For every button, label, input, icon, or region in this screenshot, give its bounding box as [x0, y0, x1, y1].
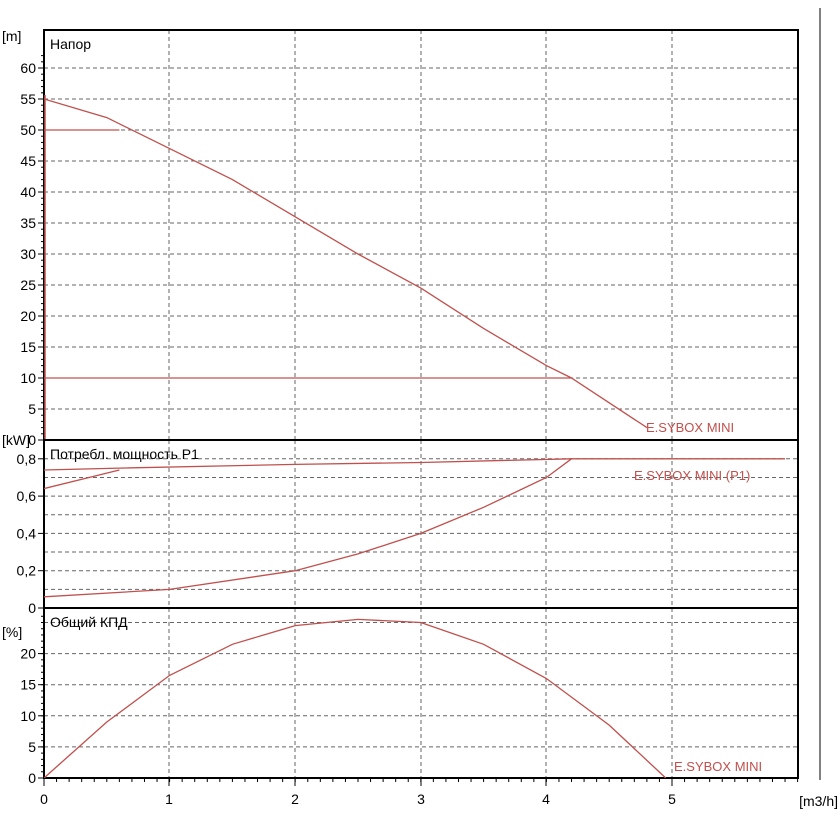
y-tick-label: 45	[20, 153, 36, 169]
series-label: E.SYBOX MINI (P1)	[634, 468, 750, 483]
y-unit-label: [m]	[2, 28, 21, 44]
y-tick-label: 60	[20, 60, 36, 76]
panel-1: 0 0,2 0,4 0,6 0,8 [kW] Потребл. мощность P1 E.S…	[2, 432, 799, 616]
y-tick-label: 0,8	[17, 451, 37, 467]
y-tick-label: 0	[28, 770, 36, 786]
y-tick-label: 35	[20, 215, 36, 231]
y-tick-label: 10	[20, 708, 36, 724]
y-tick-label: 5	[28, 401, 36, 417]
series-label: E.SYBOX MINI	[674, 759, 762, 774]
y-tick-label: 5	[28, 739, 36, 755]
y-tick-label: 30	[20, 246, 36, 262]
y-unit-label: [kW]	[2, 432, 30, 448]
y-tick-label: 0,2	[17, 563, 37, 579]
panel-0: 0 5 10 15 20 25 30 35 40 45 50 55 60 [m] Напор E.SYBOX …	[2, 28, 799, 448]
x-axis-unit: [m3/h]	[799, 793, 838, 809]
series-line	[44, 98, 648, 429]
panel-title: Потребл. мощность P1	[50, 446, 199, 462]
x-tick-label: 4	[542, 791, 550, 807]
x-tick-label: 0	[40, 791, 48, 807]
x-tick-label: 2	[291, 791, 299, 807]
y-tick-label: 20	[20, 308, 36, 324]
x-tick-label: 3	[417, 791, 425, 807]
y-tick-label: 40	[20, 184, 36, 200]
y-tick-label: 50	[20, 122, 36, 138]
x-tick-label: 1	[165, 791, 173, 807]
y-tick-label: 15	[20, 339, 36, 355]
y-tick-label: 20	[20, 646, 36, 662]
series-line	[44, 458, 572, 598]
panel-2: 0 5 10 15 20 [%] Общий КПД E.SYBOX MINI	[2, 607, 799, 786]
series-line	[44, 469, 120, 490]
y-unit-label: [%]	[2, 624, 22, 640]
panel-title: Напор	[50, 36, 91, 52]
y-tick-label: 0	[28, 600, 36, 616]
y-tick-label: 0	[28, 432, 36, 448]
series-label: E.SYBOX MINI	[646, 420, 734, 435]
series-line	[44, 458, 785, 471]
y-tick-label: 15	[20, 677, 36, 693]
series-line	[44, 618, 667, 778]
y-tick-label: 55	[20, 91, 36, 107]
x-tick-label: 5	[668, 791, 676, 807]
y-tick-label: 10	[20, 370, 36, 386]
y-tick-label: 0,6	[17, 488, 37, 504]
panel-title: Общий КПД	[50, 614, 128, 630]
y-tick-label: 25	[20, 277, 36, 293]
y-tick-label: 0,4	[17, 525, 37, 541]
